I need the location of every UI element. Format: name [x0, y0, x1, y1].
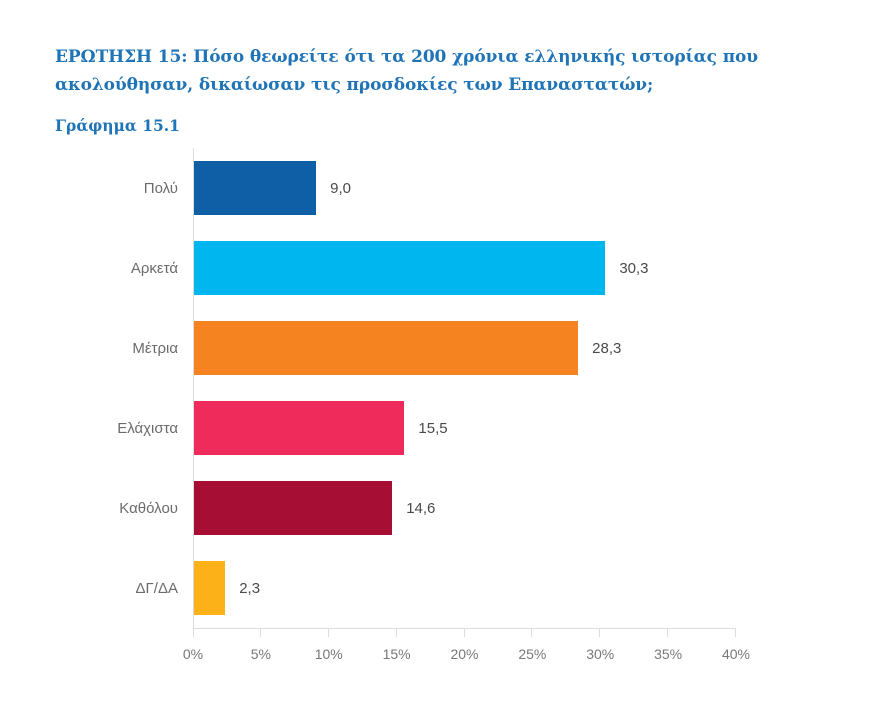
x-axis-tick-label: 25%: [518, 646, 547, 663]
bar-track: 30,3: [194, 228, 737, 308]
bar-track: 28,3: [194, 308, 737, 388]
chart-row: Καθόλου 14,6: [119, 468, 825, 548]
chart-caption: Γράφημα 15.1: [55, 116, 180, 136]
bar-Καθόλου: [194, 481, 393, 536]
bar-track: 2,3: [194, 548, 737, 628]
chart-row: ΔΓ/ΔΑ 2,3: [136, 548, 825, 628]
category-label: Πολύ: [143, 179, 178, 197]
bar-Πολύ: [194, 161, 317, 216]
bar-track: 15,5: [194, 388, 737, 468]
x-axis-tick: [531, 628, 533, 638]
x-axis: 0% 5% 10% 15% 20% 25% 30% 35% 40%: [183, 628, 750, 678]
value-label: 14,6: [406, 499, 436, 517]
x-axis-tick-label: 40%: [721, 646, 751, 663]
x-axis-tick-label: 35%: [654, 646, 683, 663]
bar-Ελάχιστα: [194, 401, 405, 456]
x-axis-tick: [395, 628, 397, 638]
x-axis-tick: [599, 628, 601, 638]
x-axis-line: [193, 628, 736, 630]
value-label: 28,3: [592, 339, 622, 357]
x-axis-tick: [193, 628, 194, 638]
question-title: ΕΡΩΤΗΣΗ 15: Πόσο θεωρείτε ότι τα 200 χρό…: [55, 47, 758, 95]
category-label: ΔΓ/ΔΑ: [135, 579, 178, 597]
x-axis-tick: [259, 628, 261, 638]
bar-track: 9,0: [194, 148, 737, 228]
x-axis-tick-label: 15%: [382, 646, 411, 663]
x-axis-tick-label: 10%: [314, 646, 343, 663]
chart-row: Μέτρια 28,3: [132, 308, 825, 388]
x-axis-tick: [735, 628, 736, 638]
category-label: Αρκετά: [130, 259, 178, 277]
x-axis-tick: [667, 628, 669, 638]
value-label: 2,3: [239, 579, 261, 597]
bar-track: 14,6: [194, 468, 737, 548]
category-label: Μέτρια: [132, 339, 178, 357]
value-label: 9,0: [330, 179, 352, 197]
category-label: Ελάχιστα: [117, 419, 178, 437]
bar-Μέτρια: [194, 321, 579, 376]
x-axis-tick: [463, 628, 465, 638]
page-content: ΕΡΩΤΗΣΗ 15: Πόσο θεωρείτε ότι τα 200 χρό…: [55, 47, 825, 678]
bar-chart: Πολύ 9,0 Αρκετά 30,3 Μέτρια 28,3 Ελάχιστα 15,5 Κ…: [55, 148, 825, 678]
value-label: 15,5: [418, 419, 448, 437]
x-axis-tick-label: 5%: [250, 646, 271, 663]
chart-row: Ελάχιστα 15,5: [117, 388, 825, 468]
bar-ΔΓ/ΔΑ: [194, 561, 226, 616]
x-axis-tick: [327, 628, 329, 638]
chart-row: Πολύ 9,0: [144, 148, 825, 228]
category-label: Καθόλου: [119, 499, 178, 517]
bar-Αρκετά: [194, 241, 606, 296]
x-axis-tick-label: 30%: [586, 646, 615, 663]
x-axis-tick-label: 0%: [182, 646, 204, 663]
value-label: 30,3: [619, 259, 649, 277]
bar-chart-rows: Πολύ 9,0 Αρκετά 30,3 Μέτρια 28,3 Ελάχιστα 15,5 Κ…: [117, 148, 825, 629]
chart-row: Αρκετά 30,3: [131, 228, 825, 308]
x-axis-tick-label: 20%: [450, 646, 479, 663]
